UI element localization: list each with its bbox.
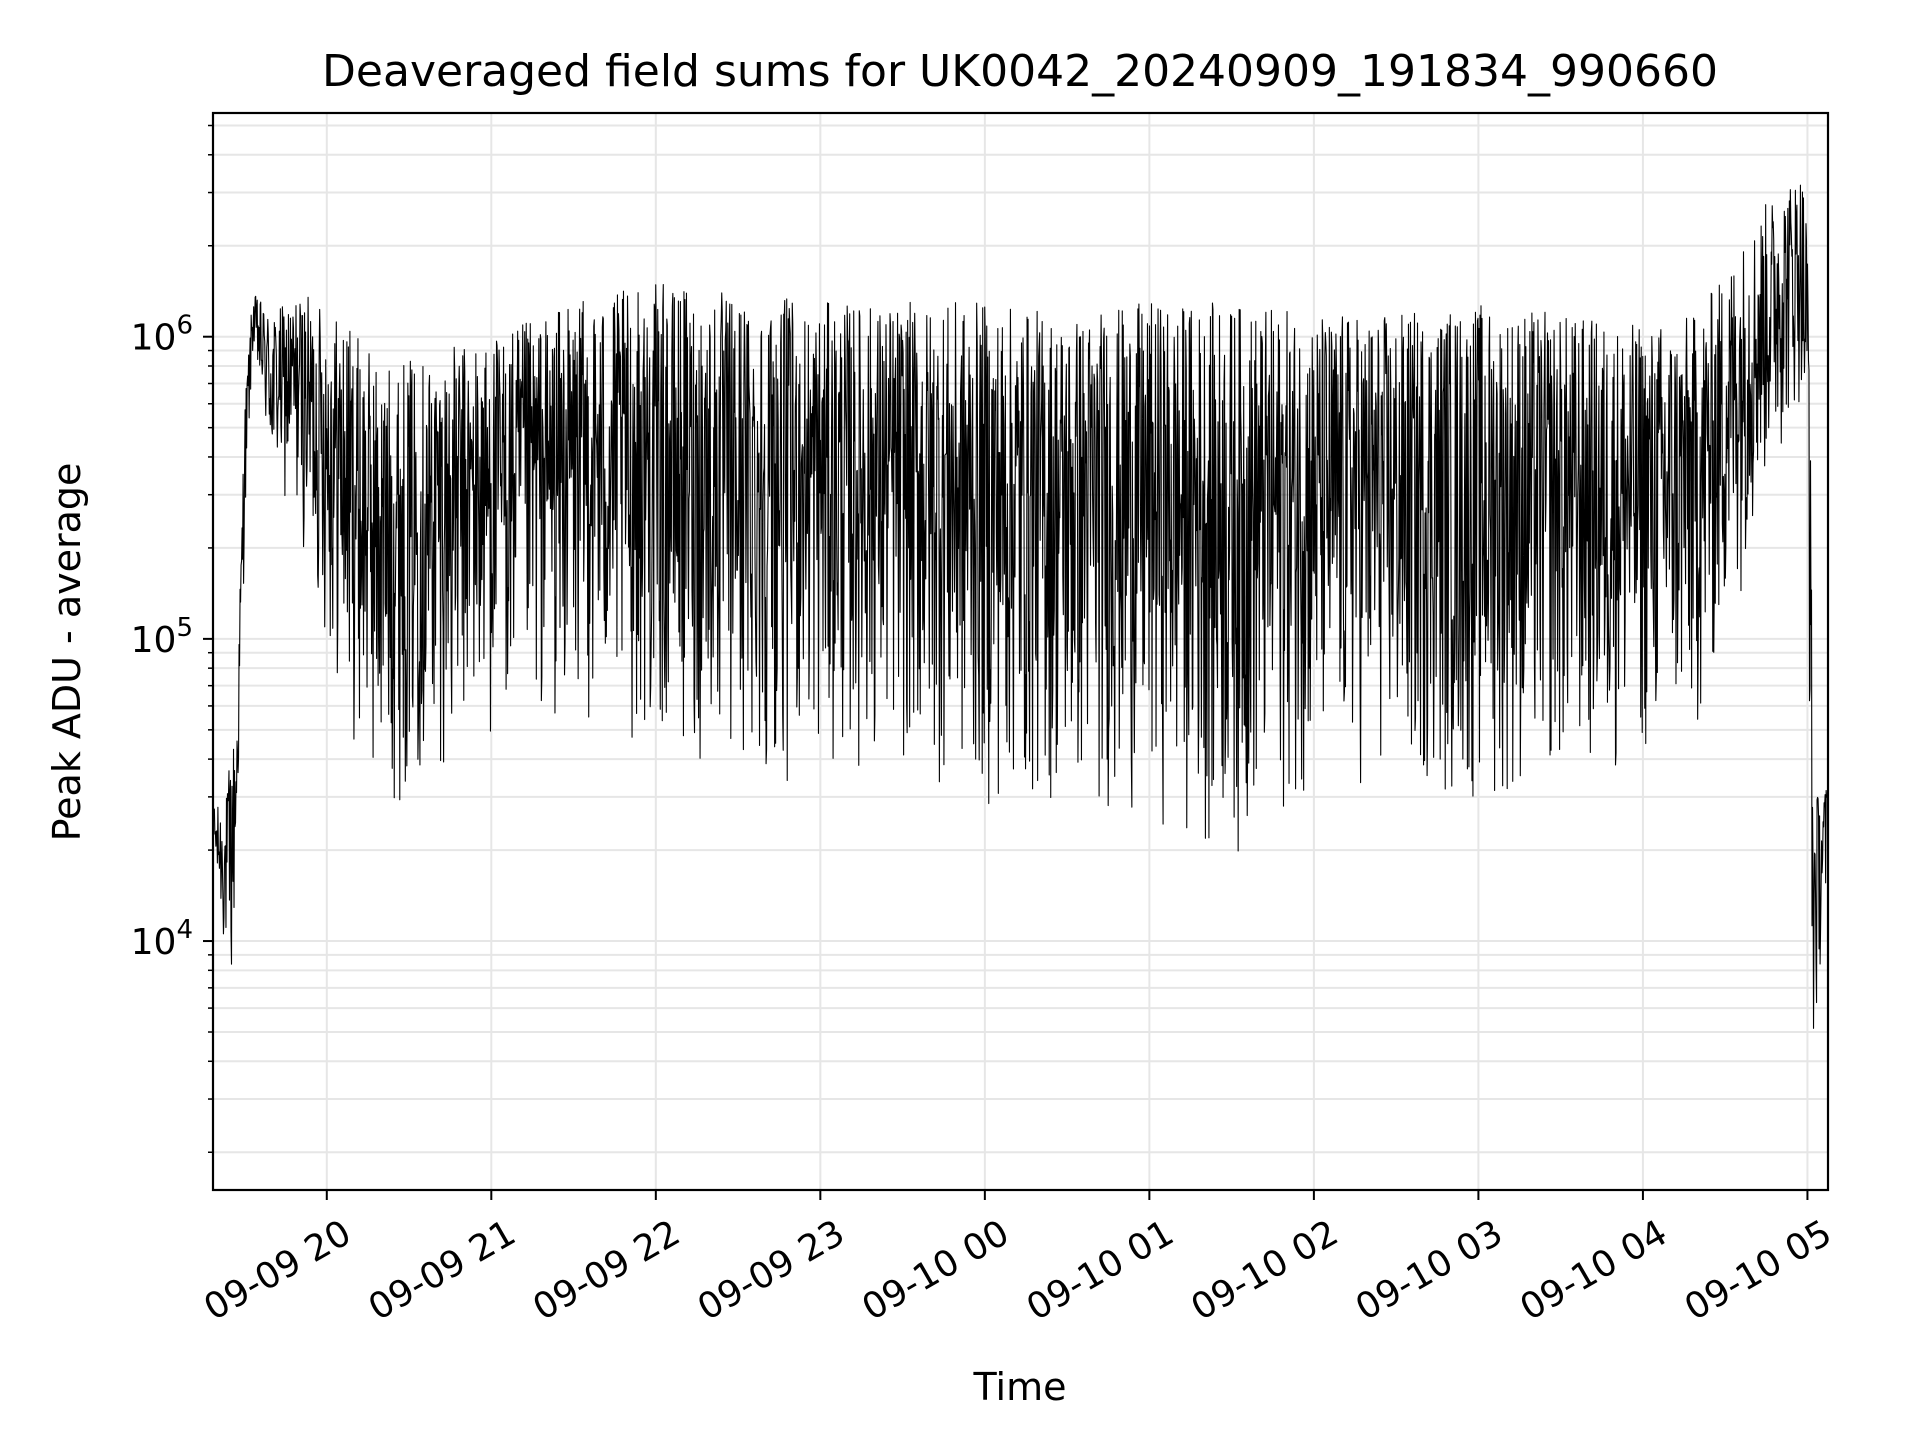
x-axis-label: Time <box>973 1365 1067 1409</box>
chart-title: Deaveraged field sums for UK0042_2024090… <box>322 46 1718 97</box>
y-tick-label: 105 <box>131 613 193 661</box>
y-axis-label: Peak ADU - average <box>45 463 89 842</box>
y-tick-label: 106 <box>131 311 193 359</box>
y-axis: 104 105 106 <box>131 124 213 1153</box>
data-series-line <box>213 184 1828 1029</box>
series-layer <box>213 184 1828 1029</box>
y-tick-label: 104 <box>131 915 193 963</box>
plot-frame <box>211 111 1830 1192</box>
